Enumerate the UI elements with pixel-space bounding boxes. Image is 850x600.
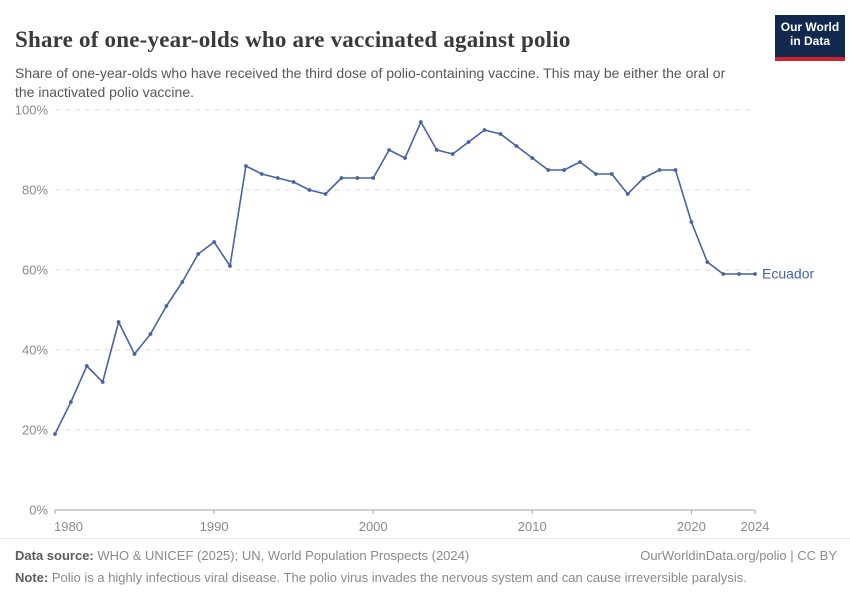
chart-subtitle: Share of one-year-olds who have received… [15,65,726,100]
y-tick-label: 0% [29,503,48,518]
data-point[interactable] [164,304,169,308]
data-point[interactable] [594,172,598,176]
data-point[interactable] [466,140,471,144]
data-point[interactable] [53,432,57,436]
x-tick-label: 1990 [200,519,229,534]
data-source-text: WHO & UNICEF (2025); UN, World Populatio… [93,548,470,563]
data-point[interactable] [259,172,264,176]
note-label: Note: [15,570,49,585]
data-source-label: Data source: [15,548,94,563]
data-point[interactable] [100,380,105,384]
note-line: Note: Polio is a highly infectious viral… [15,570,747,585]
license-link[interactable]: OurWorldinData.org/polio | CC BY [640,548,837,563]
data-point[interactable] [498,132,503,136]
data-point[interactable] [434,148,439,152]
data-point[interactable] [450,152,455,156]
data-source-line: Data source: WHO & UNICEF (2025); UN, Wo… [15,548,469,563]
data-point[interactable] [228,264,232,268]
data-point[interactable] [180,280,185,284]
entity-label: Ecuador [762,266,814,282]
data-point[interactable] [705,260,710,264]
data-point[interactable] [371,176,376,180]
data-point[interactable] [737,272,741,276]
y-tick-label: 80% [22,183,48,198]
note-text: Polio is a highly infectious viral disea… [48,570,747,585]
x-tick-label: 2024 [741,519,770,534]
data-point[interactable] [339,176,344,180]
data-point[interactable] [609,172,614,176]
y-tick-label: 20% [22,423,48,438]
data-point[interactable] [578,160,582,164]
x-tick-label: 1980 [54,519,83,534]
data-point[interactable] [387,148,391,152]
x-tick-label: 2000 [359,519,388,534]
y-tick-label: 100% [15,103,49,118]
data-point[interactable] [641,176,646,180]
data-point[interactable] [132,352,137,356]
data-point[interactable] [546,168,551,172]
data-point[interactable] [419,120,423,124]
x-tick-label: 2010 [518,519,547,534]
chart-footer: Data source: WHO & UNICEF (2025); UN, Wo… [0,538,850,600]
data-point[interactable] [212,240,217,244]
y-tick-label: 40% [22,343,48,358]
data-point[interactable] [689,220,694,224]
data-point[interactable] [721,272,726,276]
data-point[interactable] [84,364,89,368]
data-point[interactable] [291,180,296,184]
y-tick-label: 60% [22,263,48,278]
owid-logo-line1: Our World [780,20,840,34]
data-point[interactable] [69,400,73,404]
owid-logo-line2: in Data [789,34,830,48]
data-point[interactable] [196,252,201,256]
data-point[interactable] [514,144,519,148]
data-point[interactable] [530,156,535,160]
data-point[interactable] [562,168,566,172]
data-point[interactable] [323,192,328,196]
data-point[interactable] [625,192,630,196]
data-point[interactable] [657,168,662,172]
data-point[interactable] [275,176,280,180]
data-point[interactable] [753,272,757,276]
data-point[interactable] [403,156,407,160]
data-point[interactable] [116,320,121,324]
x-tick-label: 2020 [677,519,706,534]
data-point[interactable] [482,128,487,132]
data-point[interactable] [673,168,678,172]
data-point[interactable] [307,188,312,192]
series-line[interactable] [54,121,756,435]
owid-logo-stripe [775,57,845,61]
chart-title: Share of one-year-olds who are vaccinate… [15,27,571,53]
data-point[interactable] [355,176,360,180]
owid-logo[interactable]: Our World in Data [775,15,845,57]
data-point[interactable] [148,332,153,336]
data-point[interactable] [244,164,248,168]
